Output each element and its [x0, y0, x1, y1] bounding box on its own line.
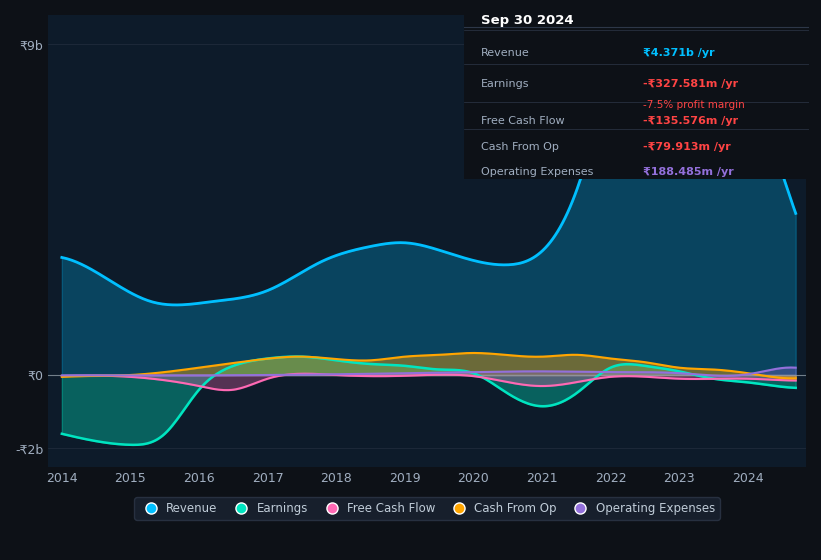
Text: ₹4.371b /yr: ₹4.371b /yr [643, 48, 715, 58]
Text: Operating Expenses: Operating Expenses [481, 167, 594, 176]
Text: ₹188.485m /yr: ₹188.485m /yr [643, 167, 734, 176]
Text: Revenue: Revenue [481, 48, 530, 58]
Text: -7.5% profit margin: -7.5% profit margin [643, 100, 745, 110]
Legend: Revenue, Earnings, Free Cash Flow, Cash From Op, Operating Expenses: Revenue, Earnings, Free Cash Flow, Cash … [135, 497, 720, 520]
Text: Cash From Op: Cash From Op [481, 142, 559, 152]
Text: Free Cash Flow: Free Cash Flow [481, 116, 565, 127]
Text: Earnings: Earnings [481, 79, 530, 89]
Text: Sep 30 2024: Sep 30 2024 [481, 15, 574, 27]
Text: -₹327.581m /yr: -₹327.581m /yr [643, 79, 738, 89]
Text: -₹135.576m /yr: -₹135.576m /yr [643, 116, 738, 127]
Text: -₹79.913m /yr: -₹79.913m /yr [643, 142, 731, 152]
